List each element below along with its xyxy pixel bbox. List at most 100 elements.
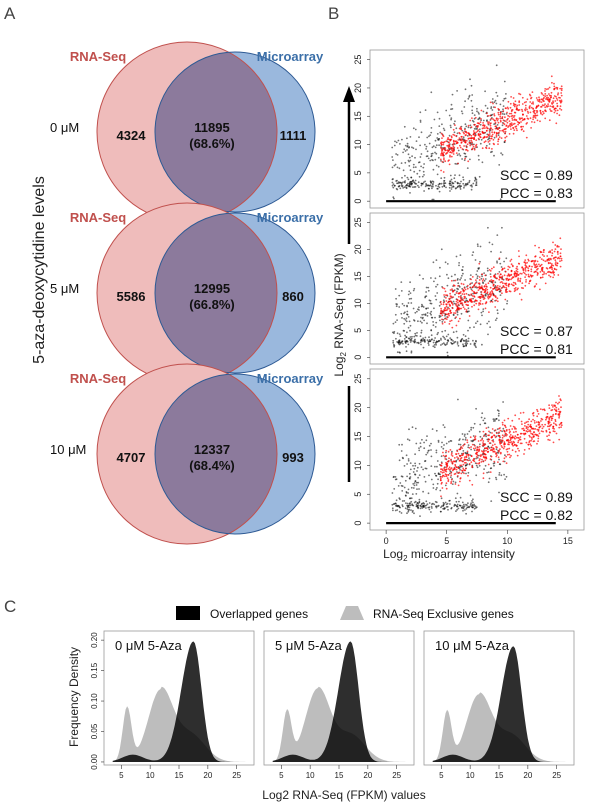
scatter-point-red <box>443 157 445 160</box>
scatter-point-red <box>554 413 557 415</box>
scatter-point-red <box>439 300 442 303</box>
x-tick-label: 10 <box>466 771 475 780</box>
scatter-point-black <box>488 137 490 139</box>
scatter-point-black <box>463 106 466 108</box>
density-overlapped <box>112 641 246 762</box>
scatter-point-black <box>393 144 396 147</box>
scatter-point-black <box>440 337 442 340</box>
scatter-point-red <box>556 112 558 115</box>
scatter-point-red <box>457 467 460 469</box>
scatter-point-black <box>401 505 404 508</box>
scatter-point-red <box>483 141 486 144</box>
scatter-point-red <box>558 99 561 102</box>
scatter-point-black <box>409 136 412 138</box>
scatter-point-black <box>406 149 408 151</box>
scatter-point-black <box>423 476 426 478</box>
scatter-point-red <box>452 128 455 131</box>
scatter-point-red <box>499 115 502 118</box>
scatter-point-black <box>470 428 472 431</box>
scatter-point-red <box>489 292 491 295</box>
scatter-point-red <box>560 87 563 90</box>
scatter-point-red <box>492 102 494 105</box>
scatter-point-black <box>419 507 422 510</box>
scatter-point-black <box>476 127 478 130</box>
scatter-point-black <box>431 159 433 161</box>
scatter-point-red <box>441 462 443 465</box>
scatter-point-black <box>471 105 474 108</box>
scatter-point-black <box>466 342 469 345</box>
scatter-point-red <box>453 134 456 137</box>
scatter-point-red <box>533 260 535 262</box>
scatter-point-red <box>462 460 464 463</box>
scatter-point-red <box>558 423 561 426</box>
scatter-point-red <box>440 142 442 145</box>
scatter-point-red <box>474 445 476 447</box>
scatter-point-red <box>440 132 443 135</box>
scatter-point-red <box>552 100 554 103</box>
scatter-point-black <box>482 310 484 313</box>
scatter-point-black <box>449 440 452 442</box>
scatter-point-black <box>449 503 451 505</box>
scatter-point-red <box>456 456 458 458</box>
scatter-point-red <box>556 109 559 112</box>
scatter-point-black <box>401 443 403 446</box>
scatter-point-red <box>558 416 560 419</box>
scatter-point-red <box>551 404 553 406</box>
scatter-point-red <box>552 241 554 244</box>
scatter-point-black <box>408 320 411 323</box>
scatter-point-black <box>406 504 408 507</box>
scatter-point-black <box>420 339 422 342</box>
legend-label-exclusive: RNA-Seq Exclusive genes <box>373 607 514 621</box>
scatter-point-black <box>469 459 471 461</box>
scatter-point-red <box>483 291 486 294</box>
scatter-point-red <box>493 114 496 117</box>
scatter-point-black <box>464 342 467 345</box>
scatter-point-black <box>478 128 481 131</box>
scatter-point-red <box>489 114 492 117</box>
scatter-point-black <box>464 100 466 103</box>
scatter-point-black <box>451 186 453 189</box>
scatter-point-black <box>399 181 402 184</box>
scatter-point-black <box>412 127 415 130</box>
scatter-point-red <box>453 468 456 470</box>
scatter-point-red <box>529 423 532 426</box>
scatter-point-red <box>513 119 516 121</box>
scatter-point-black <box>454 497 457 500</box>
scatter-point-red <box>493 143 495 146</box>
scatter-point-red <box>525 273 527 276</box>
scatter-point-black <box>466 167 469 170</box>
scatter-point-red <box>454 483 457 485</box>
scatter-point-black <box>479 142 482 145</box>
scatter-point-black <box>432 487 435 489</box>
scatter-point-black <box>491 98 494 100</box>
scatter-point-red <box>504 130 507 133</box>
scatter-point-red <box>542 94 545 97</box>
scatter-point-black <box>426 315 429 317</box>
scatter-point-black <box>396 319 398 321</box>
scatter-point-red <box>505 428 508 431</box>
scatter-point-red <box>555 424 558 427</box>
scatter-point-red <box>548 404 550 407</box>
scatter-point-black <box>492 462 495 465</box>
scatter-point-black <box>423 319 425 322</box>
scatter-point-black <box>450 188 453 190</box>
scatter-point-red <box>493 113 496 115</box>
scatter-point-red <box>523 449 526 451</box>
scatter-point-black <box>472 339 474 342</box>
scatter-point-red <box>475 452 477 455</box>
scatter-point-black <box>497 134 500 137</box>
scatter-point-red <box>542 251 545 254</box>
scatter-point-black <box>457 182 460 185</box>
x-tick-label: 10 <box>146 771 155 780</box>
scatter-point-black <box>400 312 403 315</box>
scatter-point-black <box>430 277 432 279</box>
scatter-point-black <box>410 497 413 500</box>
scatter-point-black <box>410 182 412 185</box>
scatter-point-red <box>457 452 460 455</box>
scatter-point-red <box>480 109 483 112</box>
scatter-point-black <box>444 501 447 504</box>
scatter-point-black <box>475 322 477 325</box>
scatter-point-red <box>549 250 551 253</box>
scatter-point-red <box>494 119 496 122</box>
scatter-point-black <box>407 343 410 346</box>
